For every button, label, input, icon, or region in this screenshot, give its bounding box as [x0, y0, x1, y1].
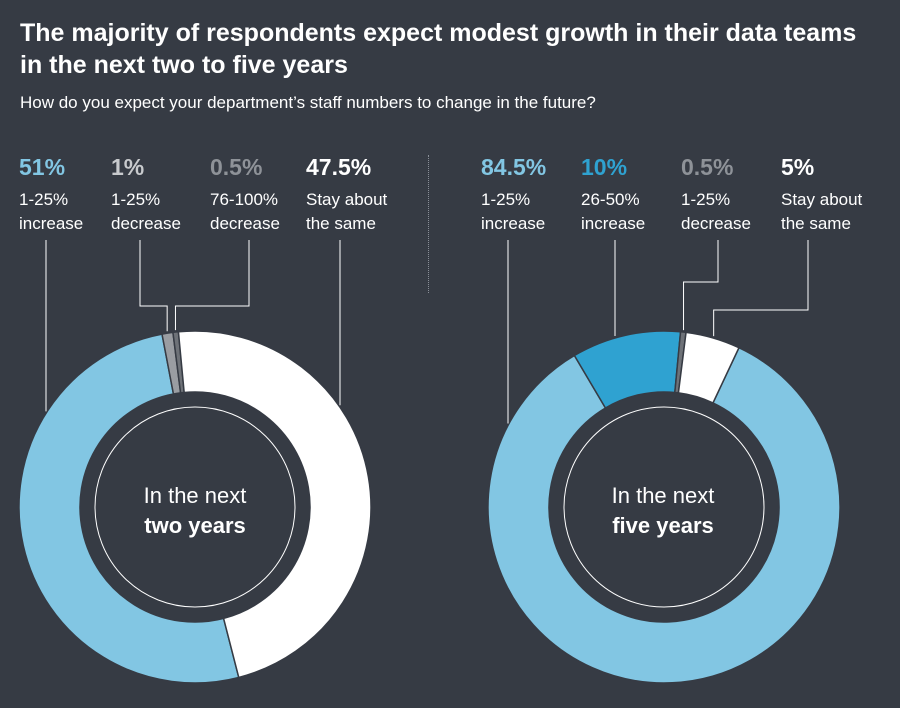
stat-label: 1-25% decrease — [681, 188, 751, 236]
stat-label-line: increase — [19, 214, 84, 233]
stat-percent: 0.5% — [681, 154, 734, 180]
stat-label: 26-50% increase — [581, 188, 645, 236]
chart-divider — [428, 155, 429, 293]
stat-label: 1-25% decrease — [111, 188, 181, 236]
leader-line — [139, 240, 168, 332]
stat-label: 76-100% decrease — [210, 188, 280, 236]
stat-label-line: 1-25% — [111, 190, 161, 209]
stat-label-line: increase — [481, 214, 546, 233]
stat-label: Stay about the same — [306, 188, 387, 236]
stat-percent: 47.5% — [306, 154, 372, 180]
stat-label-line: decrease — [111, 214, 181, 233]
stat-five-years-3: 5% Stay about the same — [781, 152, 862, 236]
stat-label-line: 26-50% — [581, 190, 640, 209]
center-label-five-years: In the next five years — [563, 481, 763, 541]
stat-five-years-2: 0.5% 1-25% decrease — [681, 152, 751, 236]
leader-line — [174, 240, 250, 331]
donut-inner-ring — [94, 406, 296, 608]
donut-slice — [177, 330, 372, 679]
chart-title: The majority of respondents expect modes… — [20, 19, 857, 79]
center-label-line2: five years — [612, 513, 714, 538]
stat-label-line: 1-25% — [681, 190, 731, 209]
stat-percent: 84.5% — [481, 154, 547, 180]
stat-five-years-0: 84.5% 1-25% increase — [481, 152, 546, 236]
leader-line — [683, 240, 719, 331]
stat-percent: 5% — [781, 154, 815, 180]
stat-label-line: 76-100% — [210, 190, 279, 209]
donut-inner-ring — [563, 406, 765, 608]
stat-two-years-1: 1% 1-25% decrease — [111, 152, 181, 236]
stat-two-years-3: 47.5% Stay about the same — [306, 152, 387, 236]
stat-label-line: decrease — [681, 214, 751, 233]
stat-label: 1-25% increase — [481, 188, 546, 236]
stat-two-years-2: 0.5% 76-100% decrease — [210, 152, 280, 236]
stat-label-line: the same — [781, 214, 851, 233]
center-label-two-years: In the next two years — [95, 481, 295, 541]
stat-label-line: decrease — [210, 214, 280, 233]
stat-two-years-0: 51% 1-25% increase — [19, 152, 83, 236]
stat-five-years-1: 10% 26-50% increase — [581, 152, 645, 236]
chart-subtitle: How do you expect your department’s staf… — [20, 93, 596, 112]
center-label-line1: In the next — [143, 483, 247, 508]
donut-slice — [677, 331, 740, 404]
stat-percent: 0.5% — [210, 154, 263, 180]
stat-label-line: the same — [306, 214, 376, 233]
stat-label-line: increase — [581, 214, 646, 233]
stat-percent: 1% — [111, 154, 145, 180]
donut-slice — [18, 333, 240, 684]
stat-label-line: 1-25% — [481, 190, 531, 209]
stat-label-line: Stay about — [306, 190, 388, 209]
donut-slice — [487, 346, 841, 684]
leader-line — [713, 240, 809, 337]
center-label-line2: two years — [144, 513, 246, 538]
stat-percent: 51% — [19, 154, 66, 180]
stat-label-line: Stay about — [781, 190, 863, 209]
stat-label-line: 1-25% — [19, 190, 69, 209]
center-label-line1: In the next — [611, 483, 715, 508]
stat-percent: 10% — [581, 154, 628, 180]
stat-label: Stay about the same — [781, 188, 862, 236]
stat-label: 1-25% increase — [19, 188, 83, 236]
